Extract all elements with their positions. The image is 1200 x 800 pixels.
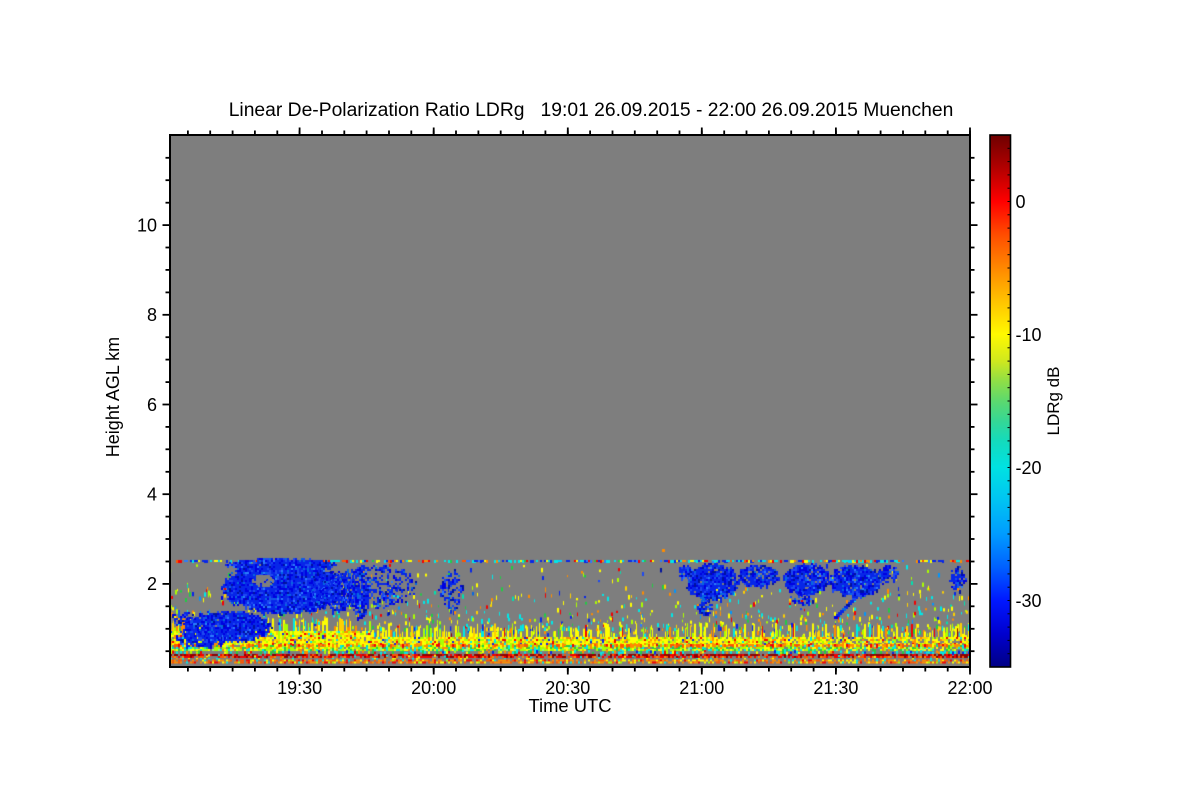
svg-text:Height AGL km: Height AGL km [103,337,123,457]
svg-text:Linear De-Polarization Ratio L: Linear De-Polarization Ratio LDRg 19:01 … [229,100,954,121]
svg-text:6: 6 [147,395,157,415]
svg-text:Time UTC: Time UTC [528,695,611,716]
svg-text:0: 0 [1016,192,1026,212]
svg-text:-10: -10 [1016,325,1042,345]
svg-text:4: 4 [147,485,157,505]
svg-text:22:00: 22:00 [947,678,992,698]
svg-text:-30: -30 [1016,591,1042,611]
svg-text:21:30: 21:30 [813,678,858,698]
svg-text:2: 2 [147,574,157,594]
svg-text:19:30: 19:30 [277,678,322,698]
svg-text:20:30: 20:30 [545,678,590,698]
svg-text:-20: -20 [1016,458,1042,478]
svg-text:LDRg dB: LDRg dB [1044,367,1063,436]
svg-text:20:00: 20:00 [411,678,456,698]
svg-text:21:00: 21:00 [679,678,724,698]
svg-text:10: 10 [137,215,157,235]
svg-text:8: 8 [147,305,157,325]
